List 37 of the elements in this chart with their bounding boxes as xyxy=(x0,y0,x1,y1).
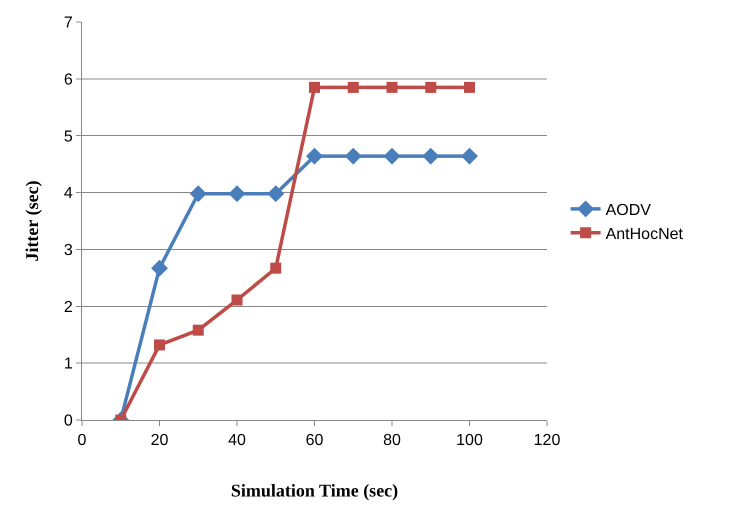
x-tick-label: 20 xyxy=(150,432,168,450)
point xyxy=(232,294,242,306)
y-tick-label: 3 xyxy=(64,242,73,260)
point xyxy=(309,82,320,93)
x-tick-label: 80 xyxy=(383,432,401,450)
point xyxy=(228,185,246,202)
y-tick-label: 5 xyxy=(64,128,73,146)
y-axis-title: Jitter (sec) xyxy=(22,180,42,262)
point xyxy=(422,148,440,165)
point xyxy=(384,148,400,165)
x-tick-label: 100 xyxy=(456,432,483,450)
x-tick-label: 120 xyxy=(534,432,560,450)
y-tick-label: 4 xyxy=(64,185,73,202)
y-tick-label: 1 xyxy=(64,356,73,373)
point xyxy=(386,82,398,93)
x-tick-label: 40 xyxy=(228,432,246,450)
point xyxy=(306,148,323,165)
legend-label: AntHocNet xyxy=(606,226,684,243)
x-axis-title: Simulation Time (sec) xyxy=(230,480,398,500)
y-tick-label: 7 xyxy=(64,14,73,32)
x-tick-label: 60 xyxy=(306,432,324,450)
point xyxy=(464,82,475,93)
legend-label: AODV xyxy=(606,202,652,220)
y-tick-label: 0 xyxy=(64,412,73,430)
point xyxy=(154,339,165,350)
x-tick-label: 0 xyxy=(78,432,87,450)
point xyxy=(461,148,478,165)
point xyxy=(270,262,282,274)
point xyxy=(267,185,284,202)
point xyxy=(190,185,207,202)
point xyxy=(192,324,204,336)
point xyxy=(348,82,359,93)
point xyxy=(151,260,168,277)
point xyxy=(344,148,362,165)
y-tick-label: 2 xyxy=(64,298,73,316)
y-tick-label: 6 xyxy=(64,71,73,88)
point xyxy=(425,82,436,93)
